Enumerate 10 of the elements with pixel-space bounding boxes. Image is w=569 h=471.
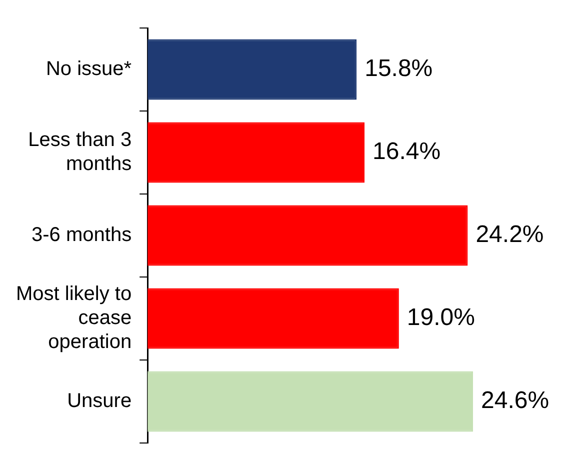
data-label: 19.0%	[406, 304, 475, 332]
data-label: 24.2%	[476, 221, 544, 248]
data-label: 16.4%	[372, 138, 441, 166]
data-label: 15.8%	[364, 55, 433, 82]
y-tick-label: No issue*	[46, 58, 132, 80]
y-tick-label: Most likely to cease operation	[16, 283, 132, 354]
data-label: 24.6%	[481, 387, 550, 414]
y-tick-label: Unsure	[67, 390, 132, 412]
y-tick-label: 3-6 months	[32, 224, 132, 246]
y-tick-label: Less than 3 months	[28, 129, 132, 176]
